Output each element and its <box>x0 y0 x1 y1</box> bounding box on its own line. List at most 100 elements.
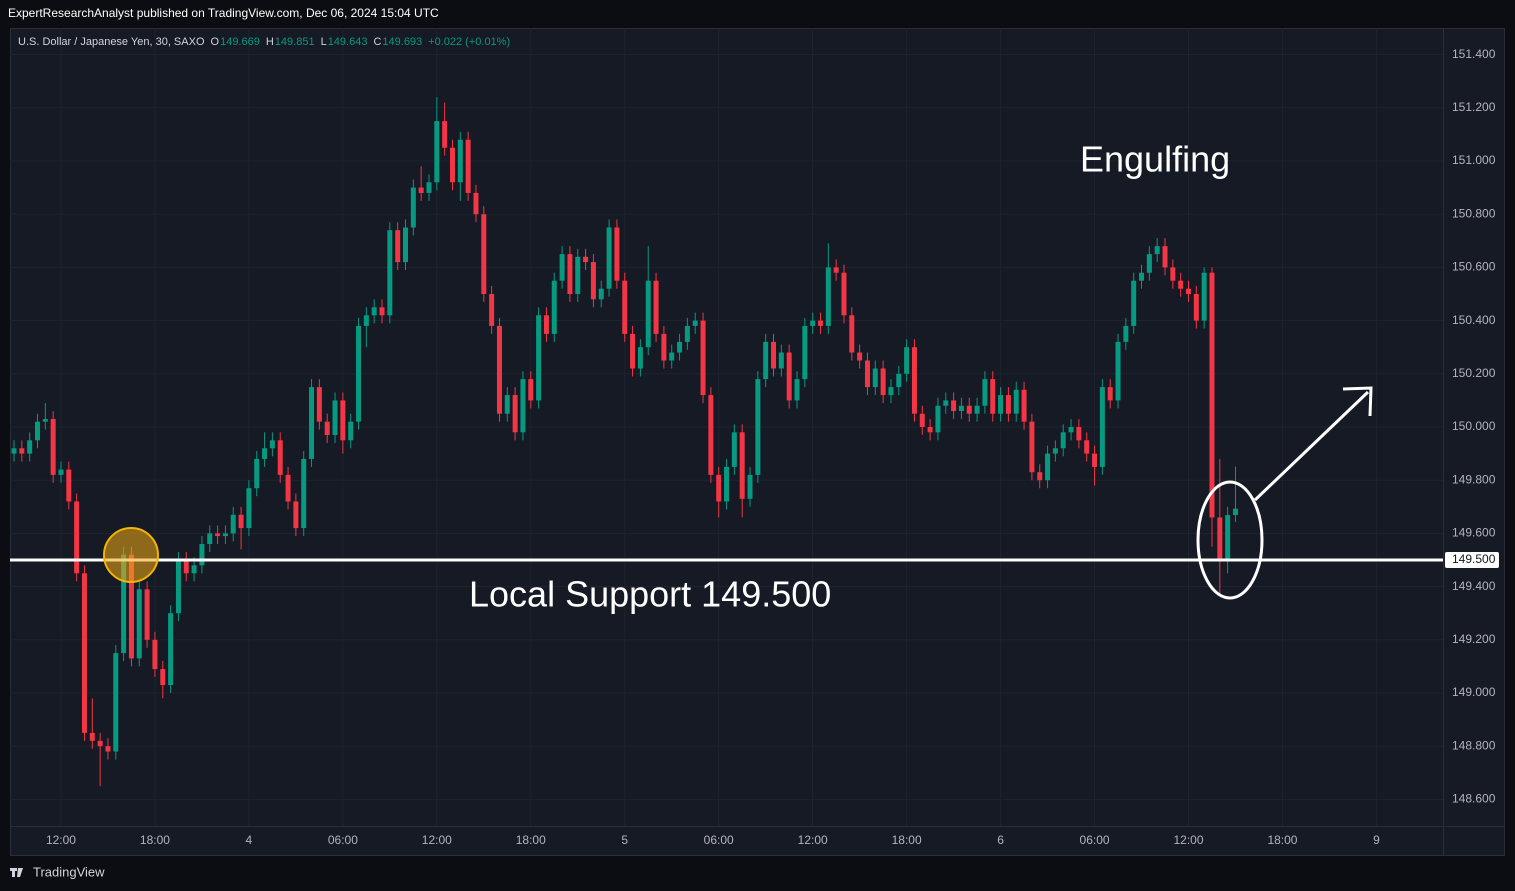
candle-body <box>896 373 902 388</box>
candle-body <box>919 413 925 427</box>
candle-body <box>1193 294 1199 321</box>
x-tick-label: 12:00 <box>422 833 452 847</box>
candle-body <box>230 514 236 534</box>
candle-body <box>418 187 424 193</box>
candle-body <box>50 419 56 475</box>
candle-body <box>998 395 1004 414</box>
candle-body <box>128 554 134 659</box>
candle-body <box>1162 246 1168 268</box>
candle-body <box>536 315 542 401</box>
candle-body <box>27 440 33 454</box>
candle-body <box>880 368 886 396</box>
candle-body <box>927 427 933 433</box>
candle-body <box>1139 272 1145 281</box>
candle-body <box>152 639 158 670</box>
x-tick-label: 18:00 <box>516 833 546 847</box>
candle-body <box>168 613 174 686</box>
candle-body <box>183 560 189 574</box>
highlight-ellipse <box>1196 480 1264 600</box>
x-tick-label: 12:00 <box>798 833 828 847</box>
candle-body <box>810 320 816 326</box>
candle-body <box>583 256 589 263</box>
candle-body <box>160 669 166 686</box>
candle-body <box>1225 515 1231 560</box>
candle-body <box>387 230 393 316</box>
candle-body <box>567 254 573 294</box>
candle-body <box>301 458 307 529</box>
candle-body <box>637 347 643 369</box>
candle-body <box>872 368 878 388</box>
candle-body <box>543 315 549 334</box>
candle-body <box>559 254 565 281</box>
candle-body <box>958 405 964 412</box>
x-tick-label: 06:00 <box>704 833 734 847</box>
candle-body <box>1178 280 1184 289</box>
candle-body <box>904 347 910 374</box>
candle-body <box>222 533 228 537</box>
candle-body <box>1209 272 1215 518</box>
candle-body <box>771 341 777 369</box>
y-tick-label: 151.200 <box>1452 100 1496 114</box>
support-price-label: 149.500 <box>1452 552 1496 566</box>
candle-body <box>786 352 792 401</box>
y-tick-label: 150.800 <box>1452 206 1496 220</box>
candle-body <box>739 432 745 499</box>
candle-body <box>1154 246 1160 255</box>
candle-body <box>434 121 440 183</box>
arrow-head <box>1342 386 1373 417</box>
candle-body <box>262 448 268 459</box>
candle-body <box>1045 453 1051 481</box>
candle-body <box>144 589 150 640</box>
candle-body <box>1060 432 1066 449</box>
x-tick-label: 18:00 <box>1267 833 1297 847</box>
candle-body <box>316 387 322 422</box>
candle-body <box>802 325 808 380</box>
candle-body <box>1076 427 1082 441</box>
candle-body <box>269 440 275 449</box>
legend-value: 149.643 <box>328 36 368 48</box>
grid <box>10 28 1443 826</box>
candle-body <box>42 419 48 422</box>
candle-body <box>1052 448 1058 454</box>
x-tick-label: 12:00 <box>46 833 76 847</box>
legend-value: 149.669 <box>220 36 260 48</box>
candle-body <box>669 352 675 361</box>
candle-body <box>465 139 471 193</box>
annotation: Local Support 149.500 <box>469 574 831 615</box>
candle-body <box>911 347 917 414</box>
candle-body <box>794 379 800 401</box>
candle-body <box>825 267 831 326</box>
candle-body <box>356 325 362 422</box>
legend-value: 149.693 <box>382 36 422 48</box>
candle-body <box>1201 272 1207 321</box>
candle-body <box>747 474 753 499</box>
candle-body <box>692 320 698 326</box>
x-tick-label: 12:00 <box>1173 833 1203 847</box>
candle-body <box>614 227 620 281</box>
candle-body <box>58 469 64 475</box>
candle-body <box>990 379 996 414</box>
candle-body <box>708 395 714 475</box>
candle-body <box>1217 517 1223 560</box>
x-tick-label: 4 <box>246 833 253 847</box>
x-tick-label: 6 <box>997 833 1004 847</box>
candle-body <box>97 740 103 747</box>
candle-body <box>551 280 557 334</box>
y-tick-label: 149.800 <box>1452 472 1496 486</box>
candle-body <box>246 488 252 529</box>
candle-body <box>442 121 448 148</box>
candle-body <box>175 560 181 614</box>
candles <box>11 97 1238 787</box>
candle-body <box>1115 341 1121 401</box>
x-tick-label: 06:00 <box>328 833 358 847</box>
legend-change: +0.022 (+0.01%) <box>428 36 510 48</box>
x-tick-label: 06:00 <box>1080 833 1110 847</box>
candle-body <box>606 227 612 289</box>
brand: TradingView <box>33 864 105 879</box>
candle-body <box>520 379 526 433</box>
y-tick-label: 151.000 <box>1452 153 1496 167</box>
candle-body <box>457 139 463 183</box>
candle-body <box>512 395 518 433</box>
candle-body <box>332 400 338 435</box>
candle-body <box>716 474 722 502</box>
